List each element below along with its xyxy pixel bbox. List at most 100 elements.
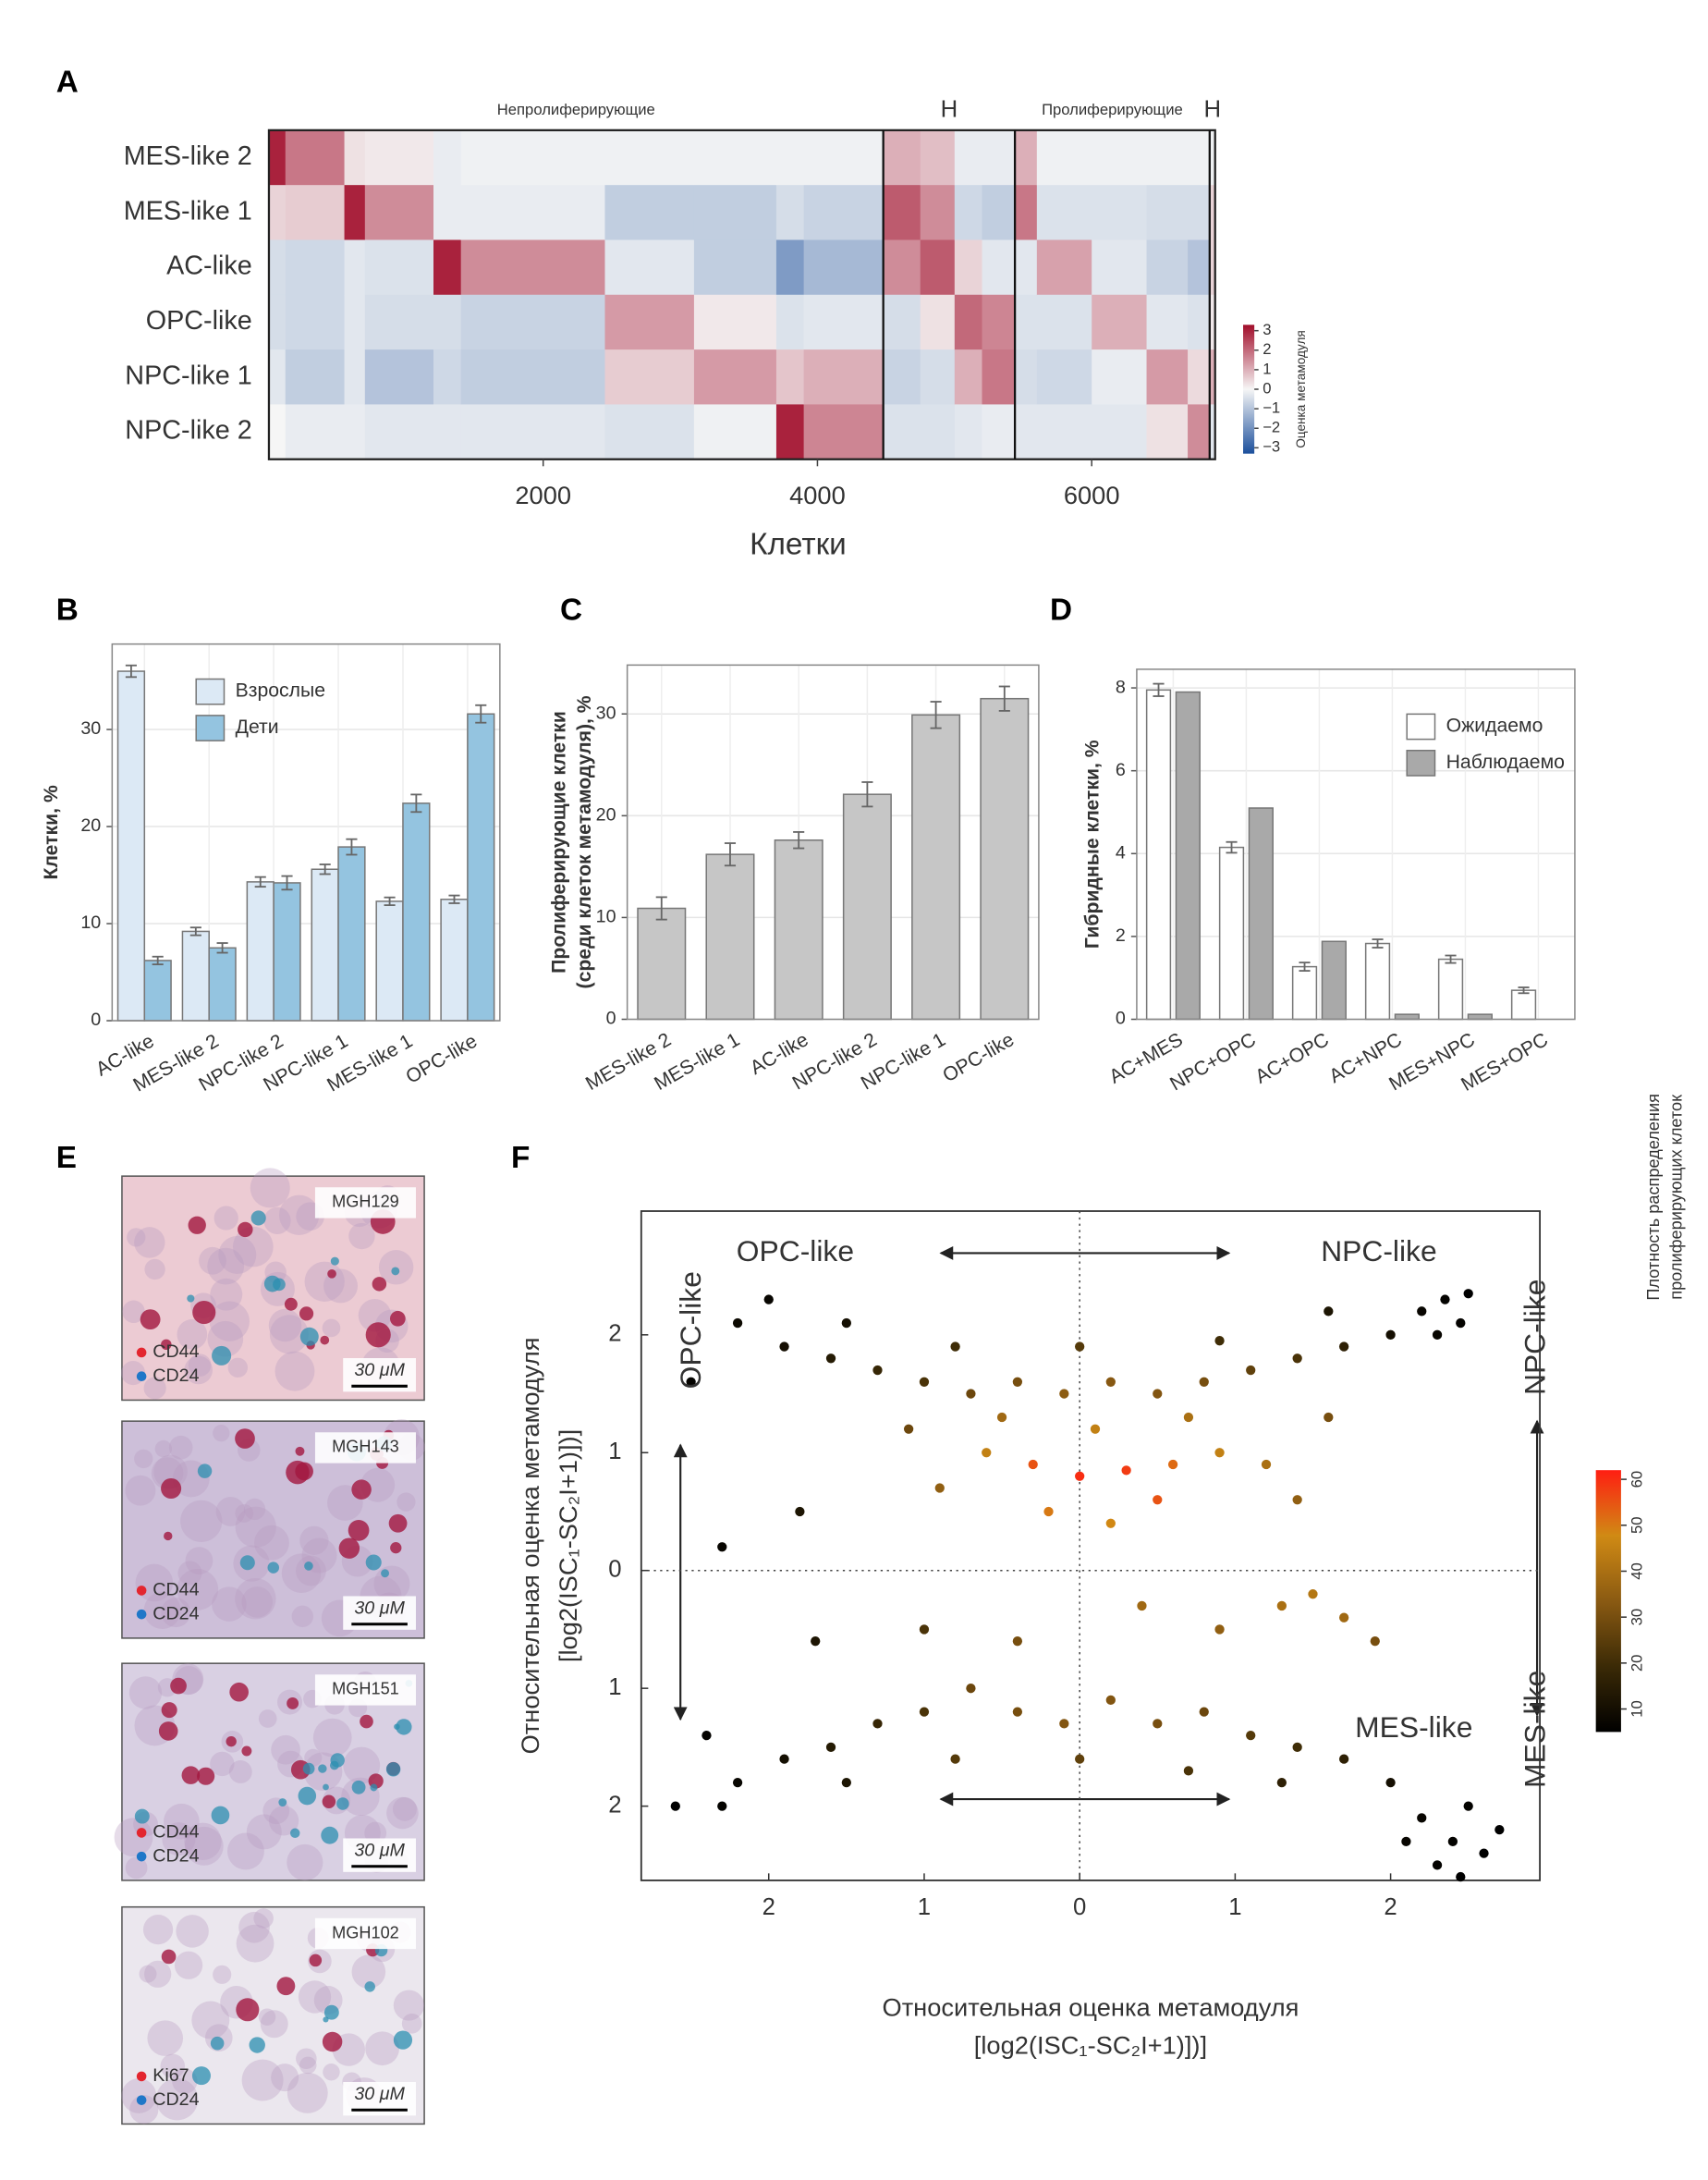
heat-cell xyxy=(1188,239,1211,296)
heat-cell xyxy=(1036,129,1092,186)
panel-letter: D xyxy=(1050,594,1072,628)
point xyxy=(779,1341,789,1352)
label-box xyxy=(314,1432,416,1464)
point xyxy=(950,1341,960,1352)
plot-frame xyxy=(626,664,1040,1021)
x-tick-label: 6000 xyxy=(1064,481,1120,509)
panel-letter: A xyxy=(56,66,79,100)
heat-cell xyxy=(920,404,956,460)
point xyxy=(1183,1766,1194,1776)
stain xyxy=(249,2037,265,2053)
heat-cell xyxy=(954,185,982,240)
stain xyxy=(187,1294,195,1303)
heat-cell xyxy=(1146,185,1189,240)
cell xyxy=(188,1353,212,1377)
marker-dot xyxy=(136,1371,147,1382)
heat-cell xyxy=(1146,349,1189,405)
y-tick-label: 0 xyxy=(608,1557,621,1583)
cell xyxy=(155,2077,199,2121)
point xyxy=(1012,1707,1023,1717)
stain xyxy=(372,1277,387,1292)
marker-name: CD24 xyxy=(152,1603,199,1623)
heat-cell xyxy=(775,404,805,460)
point xyxy=(996,1412,1007,1423)
heat-cell xyxy=(1146,129,1189,186)
cell xyxy=(127,1228,146,1247)
cell xyxy=(271,2064,299,2092)
heat-cell xyxy=(1092,349,1147,405)
marker-dot xyxy=(136,1828,147,1838)
panel-letter: C xyxy=(560,594,582,628)
heat-cell xyxy=(1036,239,1092,296)
x-axis-label: Относительная оценка метамодуля xyxy=(883,1992,1299,2021)
point xyxy=(1276,1777,1287,1788)
cell xyxy=(235,1504,254,1523)
stain xyxy=(278,1798,287,1806)
heat-cell xyxy=(344,239,366,296)
stain xyxy=(164,1531,173,1541)
colorbar-tick-label: 20 xyxy=(1628,1655,1645,1672)
y-tick-label: 2 xyxy=(608,1321,621,1347)
heat-cell xyxy=(803,239,884,296)
marker-name: CD24 xyxy=(152,1366,199,1386)
x-tick-label: 2 xyxy=(1384,1894,1397,1920)
cell xyxy=(191,2001,230,2039)
group-label: Непролиферирующие xyxy=(497,101,655,118)
point xyxy=(1183,1412,1194,1423)
point xyxy=(1456,1317,1466,1329)
stain xyxy=(388,1513,408,1533)
stain xyxy=(197,1464,213,1478)
cell xyxy=(121,2078,157,2113)
point xyxy=(872,1719,883,1729)
marker-name: CD24 xyxy=(152,1845,199,1866)
heat-cell xyxy=(883,185,921,240)
cell xyxy=(278,1194,320,1235)
heat-cell xyxy=(1188,404,1211,460)
bar xyxy=(1364,942,1391,1021)
cell xyxy=(199,1246,226,1275)
point xyxy=(1075,1471,1085,1481)
heat-cell xyxy=(1188,185,1211,240)
stain xyxy=(298,1786,317,1806)
cell xyxy=(154,1439,173,1458)
cell xyxy=(268,1308,302,1342)
cell xyxy=(174,1951,203,1979)
legend-label: Ожидаемо xyxy=(1446,716,1543,737)
heat-cell xyxy=(604,185,695,240)
stain xyxy=(299,1306,314,1321)
point xyxy=(1075,1754,1085,1764)
heat-cell xyxy=(1015,349,1038,405)
cell xyxy=(401,2013,422,2034)
point xyxy=(1105,1518,1116,1528)
colorbar-tick-label: −3 xyxy=(1263,438,1280,456)
row-label: MES-like 1 xyxy=(124,196,252,226)
cell xyxy=(177,1318,208,1350)
point xyxy=(1105,1695,1116,1706)
y-tick-label: 2 xyxy=(1116,925,1126,946)
point xyxy=(1479,1848,1489,1858)
point xyxy=(1059,1389,1069,1399)
heat-cell xyxy=(982,185,1016,240)
cell xyxy=(269,1315,309,1354)
cell xyxy=(298,1980,332,2014)
row-label: MES-like 2 xyxy=(124,141,252,171)
cell xyxy=(396,1492,416,1512)
micrograph-id: MGH129 xyxy=(332,1193,399,1211)
bar xyxy=(911,714,961,1021)
point xyxy=(1214,1448,1225,1458)
y-tick-label: 10 xyxy=(596,907,616,927)
colorbar-tick-label: 2 xyxy=(1263,340,1271,358)
stain xyxy=(191,2066,211,2086)
stain xyxy=(299,1327,319,1346)
y-tick-label: 4 xyxy=(1116,842,1126,863)
point xyxy=(1370,1636,1380,1647)
point xyxy=(1090,1424,1101,1434)
point xyxy=(966,1684,976,1694)
heat-cell xyxy=(604,404,695,460)
heat-cell xyxy=(920,349,956,405)
y-tick-label: 2 xyxy=(608,1792,621,1818)
point xyxy=(1105,1377,1116,1387)
y-tick-label: 10 xyxy=(80,912,101,933)
cell xyxy=(365,2031,399,2066)
heat-cell xyxy=(954,129,982,186)
